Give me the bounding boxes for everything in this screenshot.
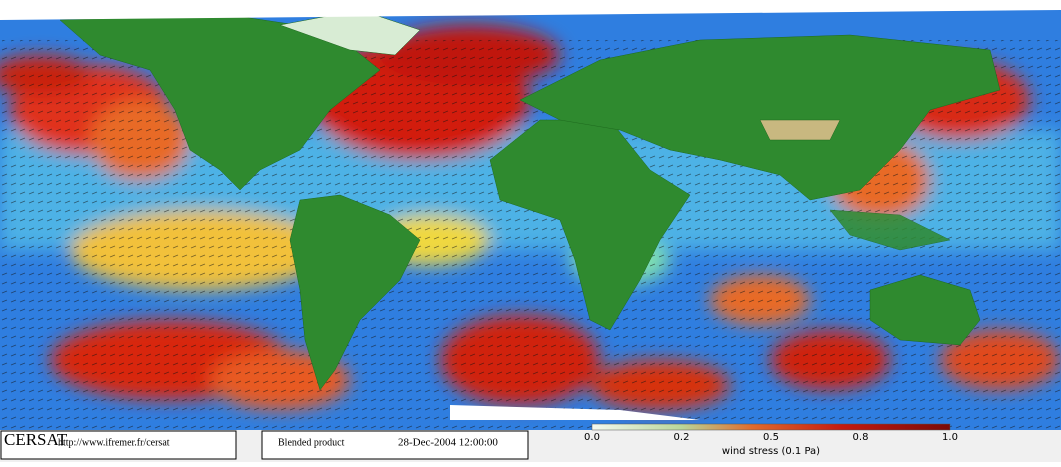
logo: CERSAT [4,430,68,449]
colorbar-label: 0.2 [674,432,690,443]
product: Blended product [278,437,345,448]
colorbar-label: 1.0 [942,432,958,443]
colorbar-title: wind stress (0.1 Pa) [722,446,820,457]
colorbar-label: 0.8 [853,432,869,443]
url: http://www.ifremer.fr/cersat [58,437,170,448]
colorbar [591,423,951,431]
colorbar-label: 0.5 [763,432,779,443]
footer: CERSAT http://www.ifremer.fr/cersat Blen… [0,423,1061,462]
land [0,0,1061,420]
date: 28-Dec-2004 12:00:00 [398,437,498,449]
colorbar-label: 0.0 [584,432,600,443]
